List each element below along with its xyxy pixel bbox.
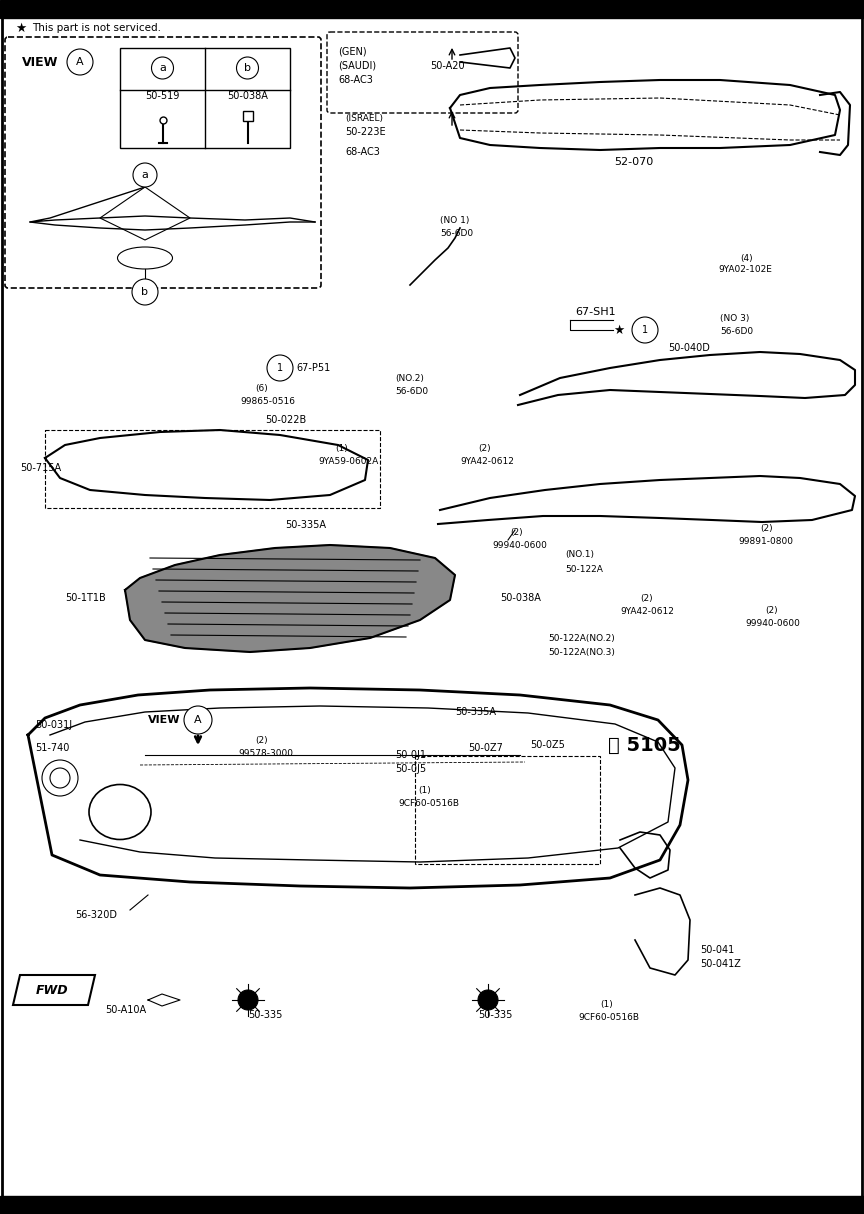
- Text: 50-041Z: 50-041Z: [700, 959, 740, 969]
- Text: a: a: [159, 63, 166, 73]
- Text: 50-040D: 50-040D: [668, 344, 710, 353]
- Text: 50-715A: 50-715A: [20, 463, 61, 473]
- Text: (1): (1): [418, 785, 431, 794]
- Text: VIEW: VIEW: [148, 715, 181, 725]
- Polygon shape: [125, 545, 455, 652]
- Text: 𝒞 5105: 𝒞 5105: [608, 736, 681, 754]
- Text: A: A: [76, 57, 84, 67]
- Text: (NO 3): (NO 3): [720, 313, 749, 323]
- Text: 50-A20: 50-A20: [430, 61, 465, 70]
- Text: 50-223E: 50-223E: [345, 127, 385, 137]
- Text: (2): (2): [760, 523, 772, 533]
- Text: A: A: [194, 715, 202, 725]
- Text: (6): (6): [255, 384, 268, 392]
- Text: FWD: FWD: [35, 983, 68, 997]
- Text: 50-0Z5: 50-0Z5: [530, 741, 565, 750]
- Circle shape: [632, 317, 658, 344]
- Text: 50-038A: 50-038A: [500, 592, 541, 603]
- Text: 50-A10A: 50-A10A: [105, 1005, 146, 1015]
- Text: ★: ★: [15, 22, 26, 34]
- Bar: [415, 756, 600, 864]
- Text: 9YA59-0602A: 9YA59-0602A: [318, 458, 378, 466]
- Text: 68-AC3: 68-AC3: [338, 75, 373, 85]
- Text: 50-0J5: 50-0J5: [395, 764, 426, 775]
- Text: 50-335: 50-335: [478, 1010, 512, 1020]
- Text: 50-122A: 50-122A: [565, 565, 603, 573]
- Text: 99940-0600: 99940-0600: [492, 541, 547, 550]
- Text: (2): (2): [510, 528, 523, 537]
- Text: 68-AC3: 68-AC3: [345, 147, 380, 157]
- Text: (4): (4): [740, 254, 753, 262]
- FancyBboxPatch shape: [327, 32, 518, 113]
- Text: 51-740: 51-740: [35, 743, 69, 753]
- Circle shape: [67, 49, 93, 75]
- Text: 99578-3000: 99578-3000: [238, 749, 293, 759]
- Text: 1: 1: [277, 363, 283, 373]
- Text: 50-022B: 50-022B: [265, 415, 306, 425]
- Circle shape: [238, 989, 258, 1010]
- Circle shape: [42, 760, 78, 796]
- Text: 50-038A: 50-038A: [227, 91, 268, 101]
- Text: 9CF60-0516B: 9CF60-0516B: [398, 800, 459, 809]
- Text: (SAUDI): (SAUDI): [338, 61, 376, 70]
- Circle shape: [184, 707, 212, 734]
- Text: 9CF60-0516B: 9CF60-0516B: [578, 1014, 639, 1022]
- Text: 9YA02-102E: 9YA02-102E: [718, 266, 772, 274]
- Text: 99865-0516: 99865-0516: [240, 397, 295, 407]
- Text: 50-0Z7: 50-0Z7: [468, 743, 503, 753]
- Text: 50-335A: 50-335A: [455, 707, 496, 717]
- Text: 1: 1: [642, 325, 648, 335]
- Text: 50-0J1: 50-0J1: [395, 750, 426, 760]
- Text: (ISRAEL): (ISRAEL): [345, 113, 383, 123]
- Text: 56-6D0: 56-6D0: [395, 387, 429, 397]
- Text: (GEN): (GEN): [338, 47, 366, 57]
- FancyBboxPatch shape: [5, 36, 321, 288]
- Text: (2): (2): [255, 736, 268, 744]
- Bar: [120, 49, 290, 148]
- Text: (NO.1): (NO.1): [565, 550, 594, 560]
- Text: 50-122A(NO.3): 50-122A(NO.3): [548, 647, 615, 657]
- Text: 67-SH1: 67-SH1: [575, 307, 616, 317]
- Text: 50-1T1B: 50-1T1B: [65, 592, 105, 603]
- Text: VIEW: VIEW: [22, 56, 59, 68]
- Text: (NO.2): (NO.2): [395, 374, 424, 382]
- Text: 50-122A(NO.2): 50-122A(NO.2): [548, 634, 615, 642]
- Bar: [45, 430, 380, 507]
- Bar: [0, 0, 864, 18]
- Bar: [0, 1196, 864, 1214]
- Text: 56-6D0: 56-6D0: [720, 328, 753, 336]
- Text: 99891-0800: 99891-0800: [738, 538, 793, 546]
- Text: (1): (1): [335, 443, 347, 453]
- Text: 9YA42-0612: 9YA42-0612: [460, 458, 514, 466]
- Text: b: b: [244, 63, 251, 73]
- Text: (1): (1): [600, 1000, 613, 1010]
- Text: 67-P51: 67-P51: [296, 363, 330, 373]
- Circle shape: [478, 989, 498, 1010]
- Text: (2): (2): [478, 443, 491, 453]
- Text: This part is not serviced.: This part is not serviced.: [32, 23, 161, 33]
- Text: 9YA42-0612: 9YA42-0612: [620, 607, 674, 617]
- Text: b: b: [142, 287, 149, 297]
- Text: 52-070: 52-070: [614, 157, 653, 168]
- Circle shape: [132, 279, 158, 305]
- Text: 56-320D: 56-320D: [75, 910, 117, 920]
- Text: ★: ★: [613, 323, 625, 336]
- Text: 56-6D0: 56-6D0: [440, 229, 473, 238]
- Text: a: a: [142, 170, 149, 180]
- Circle shape: [133, 163, 157, 187]
- Text: (2): (2): [765, 606, 778, 614]
- Text: 50-335A: 50-335A: [285, 520, 326, 531]
- Text: 50-041: 50-041: [700, 944, 734, 955]
- Polygon shape: [13, 975, 95, 1005]
- Text: 50-031J: 50-031J: [35, 720, 72, 730]
- Text: 99940-0600: 99940-0600: [745, 619, 800, 629]
- Text: 50-519: 50-519: [145, 91, 180, 101]
- Circle shape: [267, 354, 293, 381]
- Text: 50-335: 50-335: [248, 1010, 283, 1020]
- Circle shape: [151, 57, 174, 79]
- Circle shape: [237, 57, 258, 79]
- Text: (NO 1): (NO 1): [440, 216, 469, 225]
- Text: (2): (2): [640, 594, 652, 602]
